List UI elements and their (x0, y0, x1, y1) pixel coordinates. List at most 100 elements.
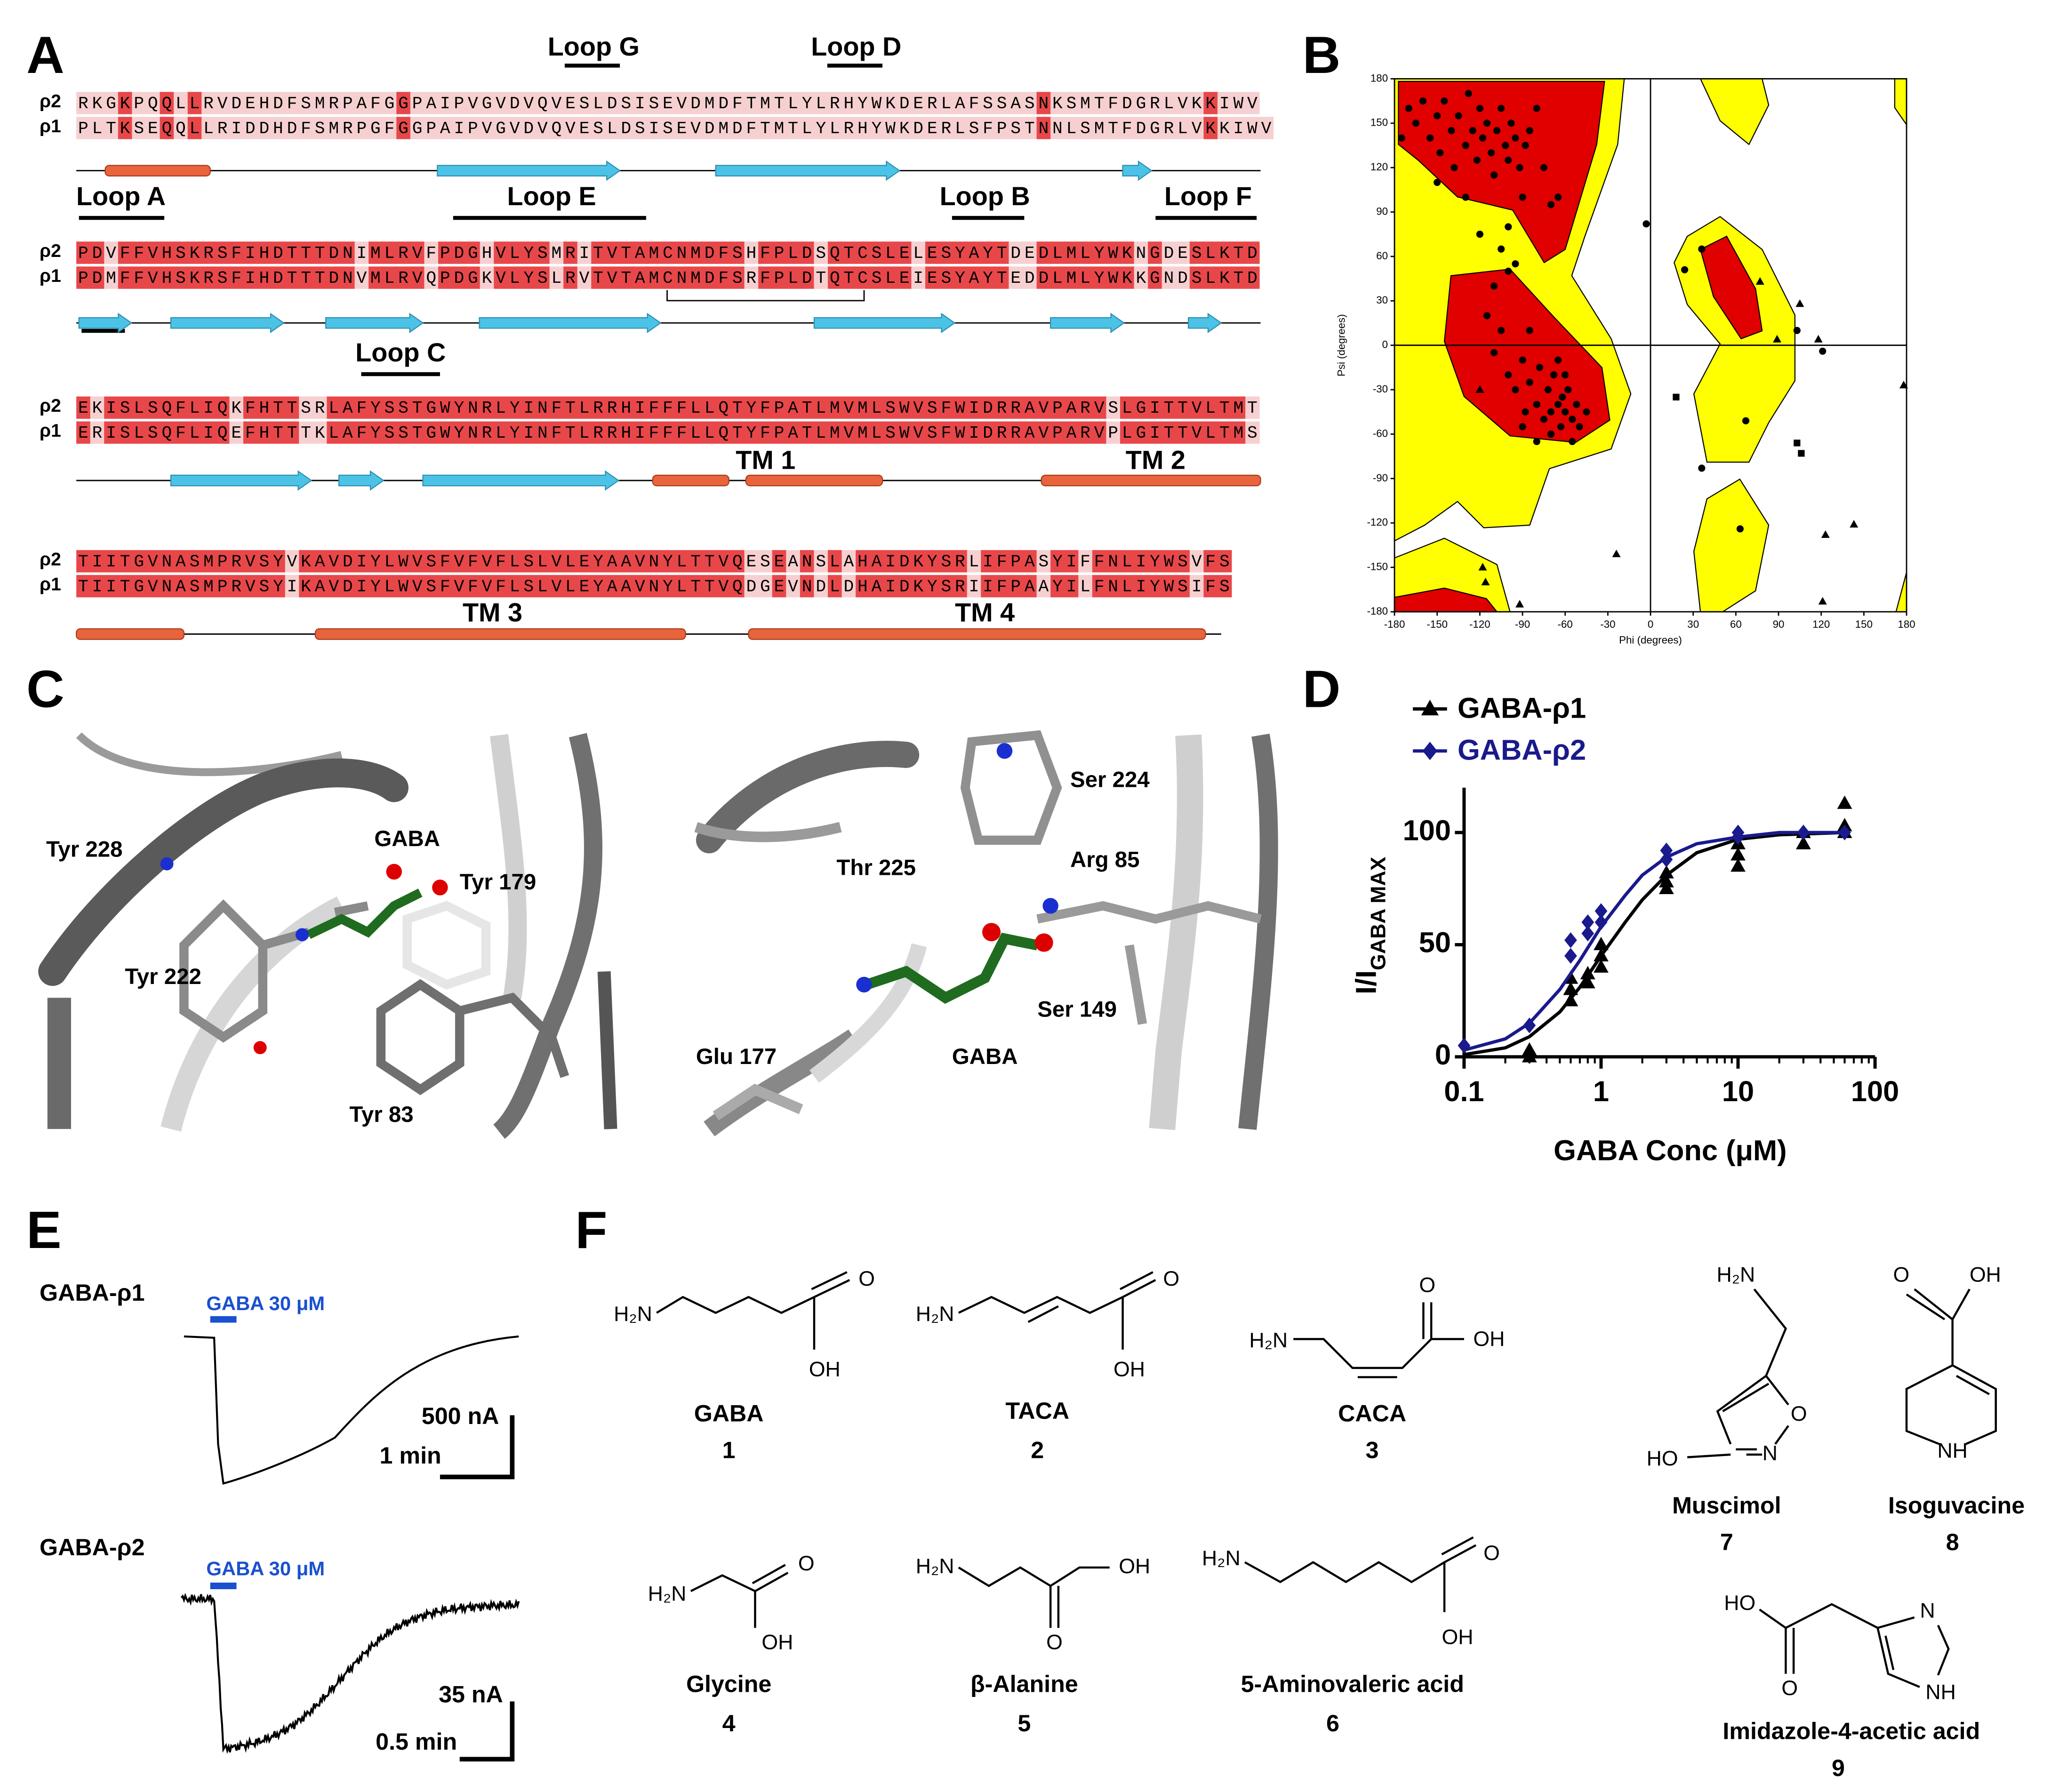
residue-cell (744, 575, 759, 598)
residue-cell (619, 396, 633, 419)
residue-cell (619, 266, 633, 289)
residue-cell (1106, 396, 1121, 419)
residue-cell (480, 550, 495, 573)
residue-cell (689, 575, 703, 598)
data-point (1838, 824, 1851, 840)
atom-label: HO (1724, 1592, 1755, 1615)
residue-cell (1078, 421, 1093, 444)
residue-cell (201, 117, 216, 139)
residue-cell (1022, 92, 1037, 114)
residue-cell (730, 266, 745, 289)
residue-cell (1245, 421, 1260, 444)
residue-cell (1120, 396, 1135, 419)
residue-cell (981, 92, 995, 114)
residue-cell (702, 421, 717, 444)
residue-cell (967, 266, 982, 289)
residue-cell (1106, 117, 1121, 139)
residue-cell (424, 421, 439, 444)
residue-cell (299, 421, 313, 444)
residue-cell (953, 575, 968, 598)
x-tick-label: 120 (1812, 618, 1830, 630)
residue-cell (661, 117, 675, 139)
residue-cell (633, 117, 648, 139)
data-point (1483, 312, 1491, 320)
residue-cell (800, 92, 815, 114)
residue-cell (1120, 241, 1135, 264)
residue-cell (563, 266, 578, 289)
residue-cell (605, 92, 620, 114)
scale-bar (459, 1701, 515, 1762)
data-point (1819, 347, 1827, 355)
residue-cell (605, 117, 620, 139)
residue-cell (994, 550, 1009, 573)
residue-cell (549, 117, 564, 139)
residue-cell (494, 266, 508, 289)
y-tick-label: 180 (1370, 72, 1388, 84)
nitrogen (1042, 898, 1058, 914)
nitrogen (296, 928, 309, 942)
residue-cell (382, 117, 397, 139)
residue-cell (369, 241, 383, 264)
residue-cell (1217, 266, 1232, 289)
residue-cell (90, 550, 105, 573)
data-point (1576, 423, 1583, 431)
residue-cell (187, 117, 202, 139)
residue-cell (1106, 241, 1121, 264)
residue-cell (76, 421, 91, 444)
residue-cell (312, 241, 328, 264)
data-point (1547, 430, 1555, 438)
residue-cell (994, 421, 1009, 444)
residue-cell (591, 575, 606, 598)
trace-label: GABA-ρ1 (40, 1280, 145, 1306)
x-tick-label: -150 (1426, 618, 1448, 630)
residue-cell (827, 266, 842, 289)
residue-cell (577, 396, 592, 419)
residue-cell (354, 241, 369, 264)
data-point (1458, 1038, 1471, 1054)
loop-label: Loop E (507, 181, 596, 211)
panel-label: D (1303, 659, 1341, 718)
sequence: PDMFFVHSKRSFIHDTTTDNVMLRVQPDGKVLYSLRVTVT… (78, 269, 1258, 288)
residue-cell (661, 92, 675, 114)
residue-cell (1176, 241, 1190, 264)
residue-cell (160, 421, 174, 444)
residue-cell (827, 117, 842, 139)
residue-cell (994, 575, 1009, 598)
residue-cell (814, 421, 828, 444)
residue-cell (521, 550, 536, 573)
data-point (1698, 245, 1706, 253)
residue-cell (452, 396, 466, 419)
residue-cell (786, 396, 801, 419)
residue-cell (911, 117, 926, 139)
x-tick-label: 90 (1773, 618, 1785, 630)
ribbon (597, 971, 617, 1129)
ribbon (493, 733, 602, 1139)
residue-cell (452, 266, 466, 289)
row-label: ρ2 (40, 91, 61, 112)
residue-cell (897, 117, 912, 139)
residue-cell (939, 575, 953, 598)
residue-cell (1009, 550, 1023, 573)
residue-cell (744, 241, 759, 264)
residue-cell (1120, 421, 1135, 444)
residue-cell (341, 266, 355, 289)
residue-cell (1162, 92, 1177, 114)
molecule: HO O N NH Imidazole-4-acetic acid 9 (1723, 1592, 1980, 1781)
residue-cell (243, 550, 258, 573)
molecule-name: Imidazole-4-acetic acid (1723, 1718, 1980, 1744)
atom-label: O (1419, 1274, 1435, 1297)
residue-cell (994, 117, 1009, 139)
residue-cell (118, 421, 133, 444)
residue-cell (76, 396, 91, 419)
residue-cell (160, 266, 174, 289)
residue-cell (647, 241, 661, 264)
bond (1687, 1288, 1789, 1458)
residue-cell (285, 550, 300, 573)
atom-label: OH (1473, 1328, 1505, 1351)
residue-cell (341, 92, 355, 114)
residue-cell (1022, 241, 1037, 264)
residue-cell (758, 550, 773, 573)
residue-cell (1203, 266, 1218, 289)
residue-cell (354, 266, 369, 289)
